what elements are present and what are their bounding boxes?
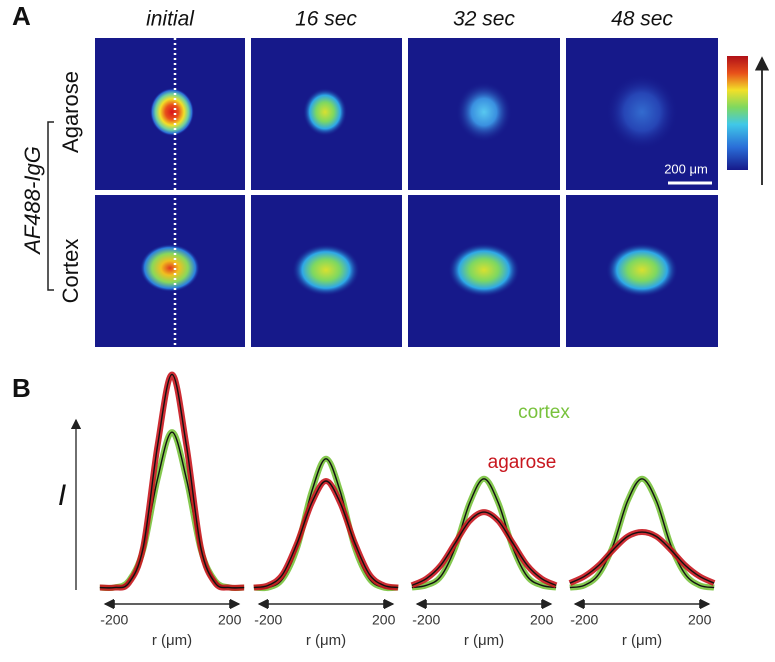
spot [606,74,678,150]
column-title: 32 sec [453,8,515,31]
row-label: Agarose [58,71,83,153]
profile-fit [100,432,244,588]
series-label: cortex [518,402,570,423]
x-tick-label: -200 [412,612,440,628]
panel-label: A [12,1,31,31]
scale-bar-label: 200 μm [664,161,708,176]
row-label: Cortex [58,239,83,304]
spot [456,82,512,142]
series-label: agarose [488,452,557,473]
x-axis-label: r (μm) [152,632,192,649]
profile-fit [570,532,714,583]
group-bracket [48,122,54,290]
page: A initial 16 sec 32 sec 48 sec Agarose C… [0,0,775,657]
x-tick-label: -200 [570,612,598,628]
column-title: initial [146,8,195,31]
group-label: AF488-IgG [20,146,45,256]
column-title: 16 sec [295,8,357,31]
spot [140,244,200,292]
y-axis-label: I [58,479,66,512]
x-axis-label: r (μm) [464,632,504,649]
profile-band [570,532,714,583]
profile-charts: -200 200 r (μm) I -200 200 r (μm) -200 200 r (μm)… [58,374,714,649]
figure: A initial 16 sec 32 sec 48 sec Agarose C… [0,0,775,657]
x-tick-label: 200 [530,612,554,628]
spot [292,244,360,296]
x-axis-label: r (μm) [306,632,346,649]
spot [303,88,347,136]
profile-band [100,432,244,588]
x-tick-label: 200 [218,612,242,628]
profile-band [100,374,244,587]
x-tick-label: -200 [100,612,128,628]
profile-fit [100,374,244,587]
x-tick-label: -200 [254,612,282,628]
panel-label: B [12,373,31,403]
colorbar [727,56,748,170]
x-tick-label: 200 [372,612,396,628]
spot [150,88,194,136]
heatmap-grid: 200 μm [95,38,718,347]
column-title: 48 sec [611,8,673,31]
x-axis-label: r (μm) [622,632,662,649]
spot [448,243,520,297]
profile-band [254,481,398,588]
profile-band [412,512,556,585]
profile-fit [254,481,398,588]
spot [606,243,678,297]
x-tick-label: 200 [688,612,712,628]
